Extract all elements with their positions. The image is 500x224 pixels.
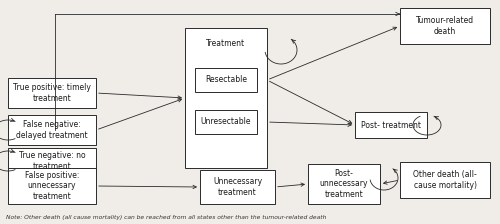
- Text: False negative:
delayed treatment: False negative: delayed treatment: [16, 120, 88, 140]
- Bar: [195, 110, 257, 134]
- Bar: [308, 164, 380, 204]
- Bar: [195, 68, 257, 92]
- Bar: [8, 115, 96, 145]
- Bar: [400, 162, 490, 198]
- Bar: [200, 170, 275, 204]
- Bar: [355, 112, 427, 138]
- Text: Resectable: Resectable: [205, 75, 247, 84]
- Text: Treatment: Treatment: [206, 39, 246, 49]
- Bar: [8, 78, 96, 108]
- Text: True positive: timely
treatment: True positive: timely treatment: [13, 83, 91, 103]
- Text: Note: Other death (all cause mortality) can be reached from all states other tha: Note: Other death (all cause mortality) …: [6, 215, 326, 220]
- Text: Post- treatment: Post- treatment: [361, 121, 421, 129]
- Text: Unnecessary
treatment: Unnecessary treatment: [213, 177, 262, 197]
- Text: Tumour-related
death: Tumour-related death: [416, 16, 474, 36]
- Text: Unresectable: Unresectable: [201, 118, 252, 127]
- Bar: [8, 148, 96, 174]
- Bar: [400, 8, 490, 44]
- Text: True negative: no
treatment: True negative: no treatment: [18, 151, 86, 171]
- Bar: [8, 168, 96, 204]
- Bar: [185, 28, 267, 168]
- Text: False positive:
unnecessary
treatment: False positive: unnecessary treatment: [25, 171, 79, 201]
- Text: Other death (all-
cause mortality): Other death (all- cause mortality): [413, 170, 477, 190]
- Text: Post-
unnecessary
treatment: Post- unnecessary treatment: [320, 169, 368, 199]
